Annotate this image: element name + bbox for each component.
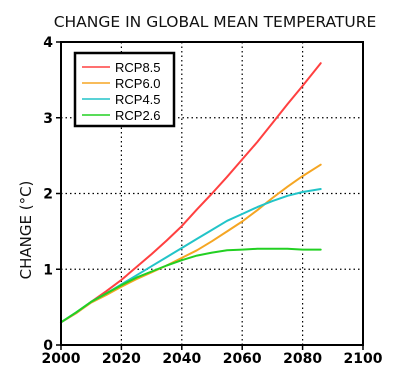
y-tick-label: 0 xyxy=(43,338,53,354)
x-tick-label: 2060 xyxy=(223,351,262,367)
legend-label: RCP2.6 xyxy=(115,108,161,123)
y-tick-label: 3 xyxy=(43,111,53,127)
x-tick-label: 2040 xyxy=(162,351,201,367)
series-line-rcp2-6 xyxy=(60,247,322,324)
series-line-rcp8-5 xyxy=(60,62,322,324)
y-axis-label: CHANGE (°C) xyxy=(17,181,35,280)
series-line-rcp6-0 xyxy=(60,163,322,324)
legend-label: RCP4.5 xyxy=(115,92,161,107)
axis-ticks: 2000 2020 2040 2060 2080 2100 0 1 2 3 4 xyxy=(42,35,383,367)
y-tick-label: 1 xyxy=(43,262,53,278)
x-tick-label: 2100 xyxy=(344,351,383,367)
series-lines xyxy=(60,62,322,324)
legend-box xyxy=(73,51,176,128)
y-tick-label: 4 xyxy=(43,35,53,51)
x-tick-label: 2000 xyxy=(42,351,81,367)
x-tick-label: 2020 xyxy=(102,351,141,367)
series-line-rcp4-5 xyxy=(60,188,322,324)
x-tick-label: 2080 xyxy=(283,351,322,367)
legend-label: RCP6.0 xyxy=(115,76,161,91)
chart-title: CHANGE IN GLOBAL MEAN TEMPERATURE xyxy=(54,13,377,31)
legend-label: RCP8.5 xyxy=(115,60,161,75)
y-tick-label: 2 xyxy=(43,187,53,203)
